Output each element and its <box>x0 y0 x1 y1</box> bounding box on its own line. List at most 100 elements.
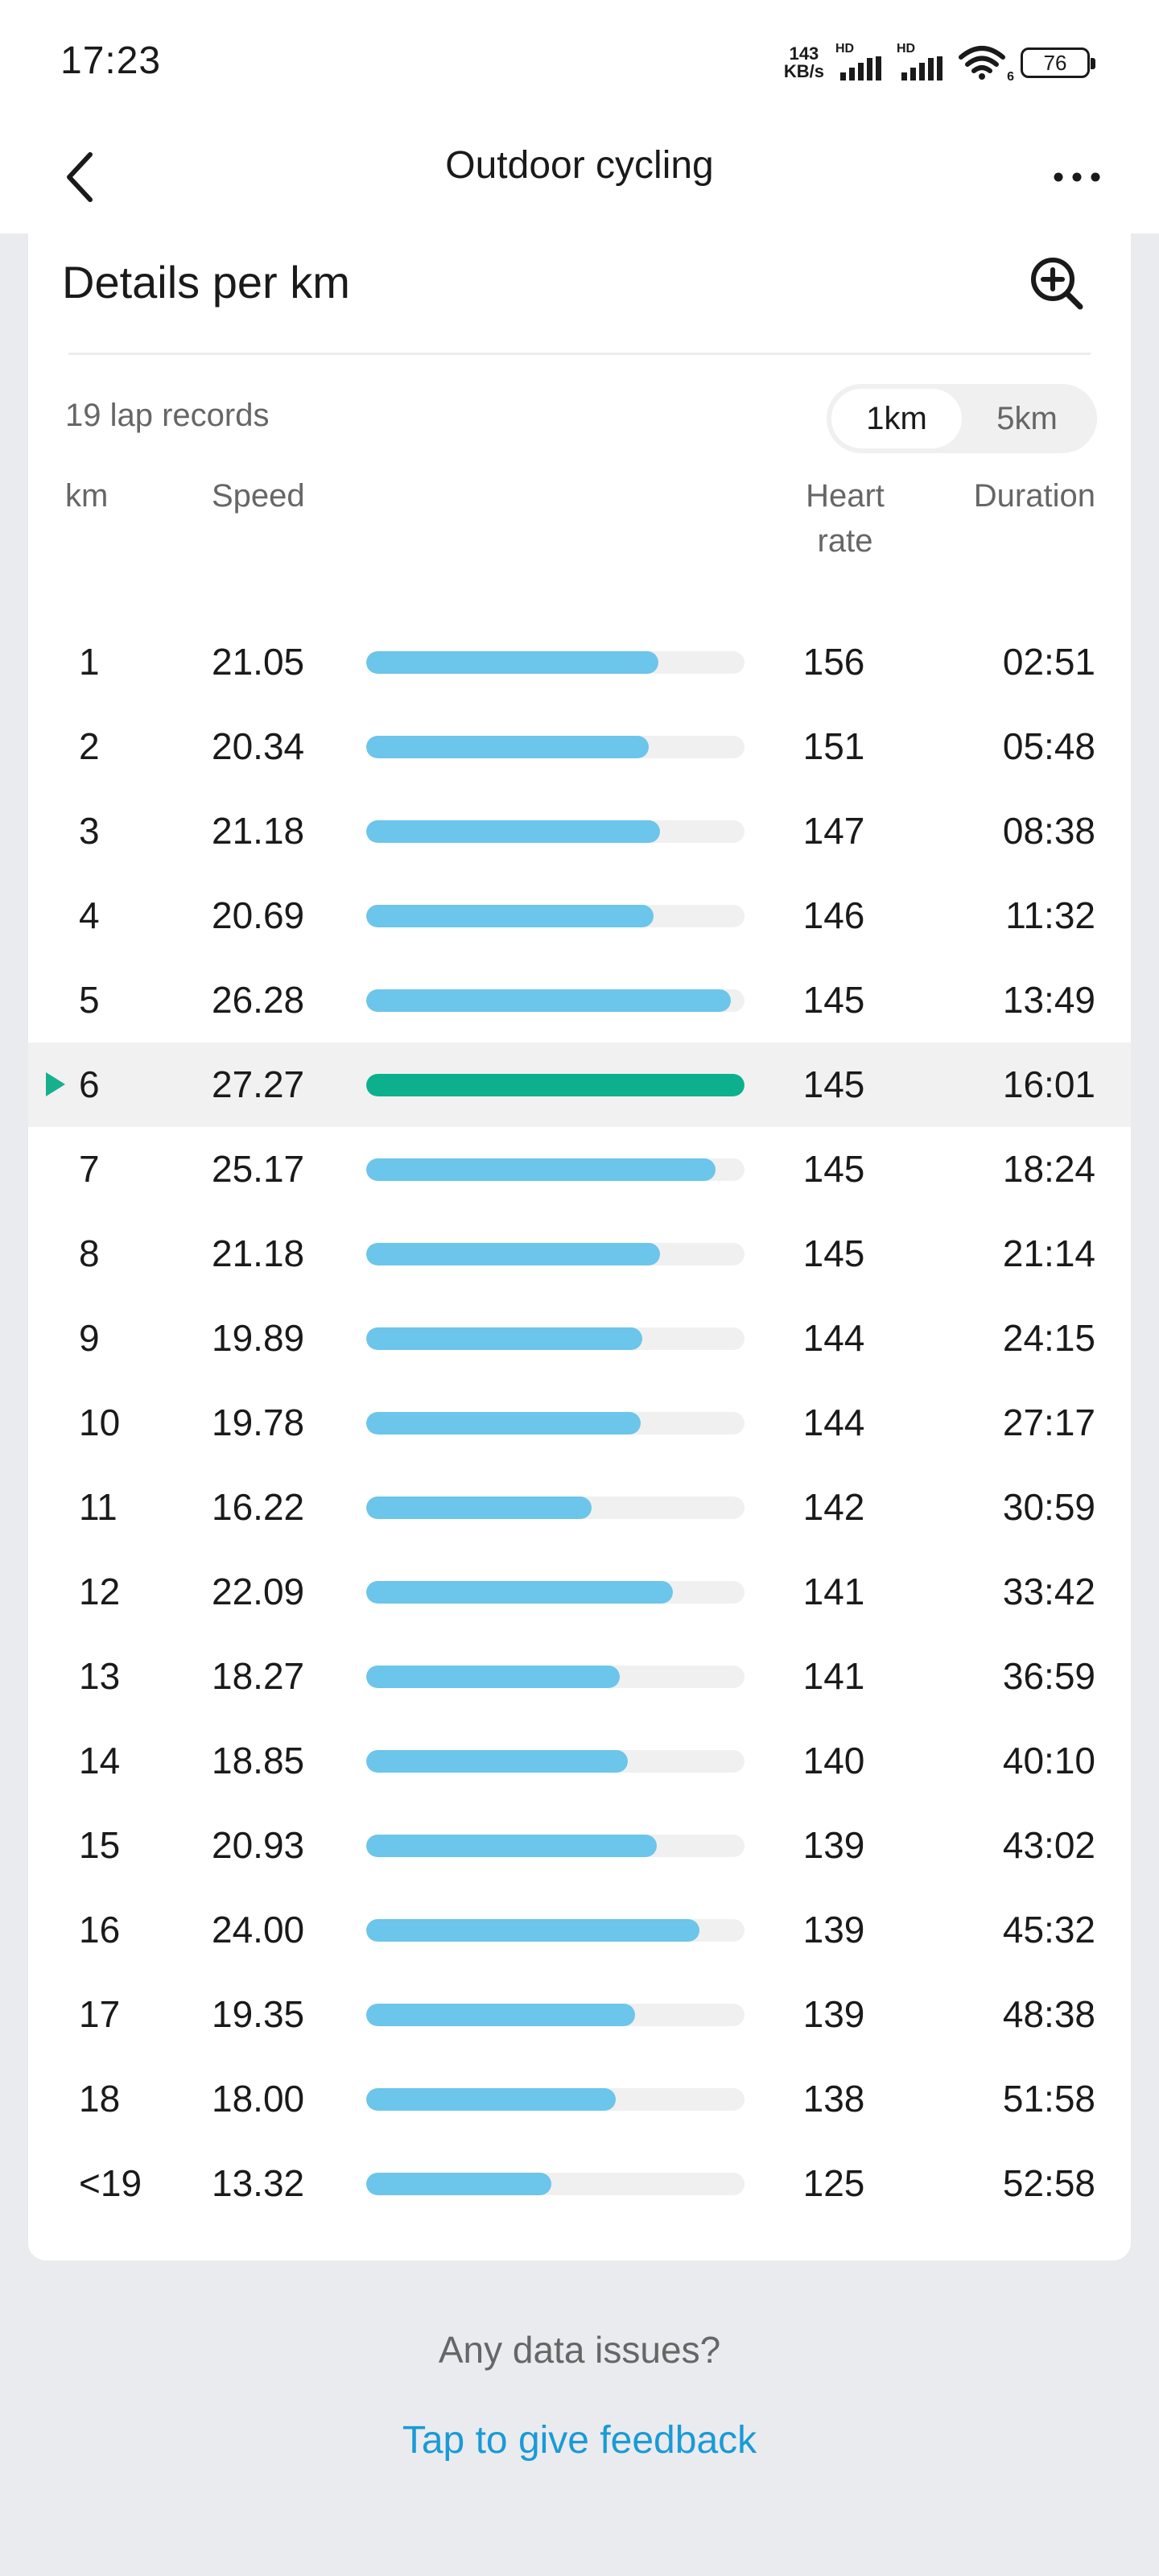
table-row[interactable]: 16 24.00 139 45:32 <box>28 1888 1131 1972</box>
speed-bar-track <box>366 2173 744 2195</box>
header: Outdoor cycling <box>0 121 1159 233</box>
table-row[interactable]: 18 18.00 138 51:58 <box>28 2057 1131 2141</box>
table-row[interactable]: 14 18.85 140 40:10 <box>28 1719 1131 1803</box>
lap-count: 19 lap records <box>65 398 270 433</box>
lap-km: 14 <box>79 1740 121 1781</box>
speed-bar-track <box>366 1835 744 1857</box>
zoom-button[interactable] <box>1025 251 1089 316</box>
lap-heart-rate: 151 <box>802 725 865 767</box>
lap-duration: 05:48 <box>1002 725 1095 767</box>
lap-speed: 20.69 <box>212 894 305 936</box>
feedback-question: Any data issues? <box>438 2329 721 2371</box>
lap-km: 5 <box>79 979 100 1021</box>
speed-bar-track <box>366 989 744 1012</box>
lap-speed: 20.93 <box>212 1824 305 1866</box>
speed-bar <box>366 905 654 927</box>
lap-km: 12 <box>79 1571 121 1612</box>
lap-speed: 25.17 <box>212 1148 305 1190</box>
lap-duration: 16:01 <box>1002 1063 1095 1105</box>
lap-duration: 02:51 <box>1002 641 1095 683</box>
speed-bar <box>366 1496 592 1519</box>
lap-km: 11 <box>79 1486 118 1528</box>
network-speed-unit: KB/s <box>783 61 824 81</box>
speed-bar-track <box>366 1750 744 1773</box>
speed-bar-track <box>366 1158 744 1181</box>
lap-km: 17 <box>79 1993 121 2035</box>
table-row[interactable]: 12 22.09 141 33:42 <box>28 1550 1131 1634</box>
column-header-duration: Duration <box>973 478 1095 514</box>
back-button[interactable] <box>40 137 121 217</box>
table-row[interactable]: 10 19.78 144 27:17 <box>28 1381 1131 1465</box>
table-row[interactable]: 4 20.69 146 11:32 <box>28 873 1131 958</box>
lap-km: 7 <box>79 1148 100 1190</box>
lap-list: 1 21.05 156 02:51 2 20.34 151 05:48 3 21.18 147 08:… <box>28 620 1131 2226</box>
table-row[interactable]: 11 16.22 142 30:59 <box>28 1465 1131 1550</box>
table-row-fastest[interactable]: 6 27.27 145 16:01 <box>28 1042 1131 1127</box>
page-title: Outdoor cycling <box>445 144 714 187</box>
play-marker-icon <box>46 1072 65 1096</box>
lap-speed: 18.85 <box>212 1740 305 1781</box>
lap-duration: 27:17 <box>1002 1402 1095 1443</box>
table-row[interactable]: 5 26.28 145 13:49 <box>28 958 1131 1042</box>
table-row[interactable]: 2 20.34 151 05:48 <box>28 704 1131 789</box>
lap-heart-rate: 146 <box>802 894 865 936</box>
more-button[interactable] <box>1037 137 1117 217</box>
speed-bar <box>366 651 658 674</box>
lap-duration: 18:24 <box>1002 1148 1095 1190</box>
lap-km: 9 <box>79 1317 100 1359</box>
lap-speed: 20.34 <box>212 725 305 767</box>
speed-bar <box>366 1919 699 1942</box>
table-row[interactable]: 9 19.89 144 24:15 <box>28 1296 1131 1381</box>
segment-1km[interactable]: 1km <box>831 389 962 448</box>
lap-speed: 21.05 <box>212 641 305 683</box>
cell-signal-icon: HD <box>835 42 885 80</box>
speed-bar-track <box>366 1074 744 1096</box>
feedback-link[interactable]: Tap to give feedback <box>402 2419 757 2462</box>
lap-speed: 21.18 <box>212 810 305 852</box>
speed-bar-track <box>366 905 744 927</box>
speed-bar <box>366 2173 551 2195</box>
lap-speed: 19.89 <box>212 1317 305 1359</box>
lap-duration: 08:38 <box>1002 810 1095 852</box>
segment-5km[interactable]: 5km <box>996 400 1058 436</box>
lap-duration: 24:15 <box>1002 1317 1095 1359</box>
lap-duration: 51:58 <box>1002 2078 1095 2120</box>
lap-speed: 19.78 <box>212 1402 305 1443</box>
details-card: Details per km 19 lap records 1km 5km km… <box>28 233 1131 2260</box>
lap-heart-rate: 139 <box>802 1824 865 1866</box>
lap-speed: 18.00 <box>212 2078 305 2120</box>
table-row[interactable]: 13 18.27 141 36:59 <box>28 1634 1131 1719</box>
lap-heart-rate: 141 <box>802 1655 865 1697</box>
column-header-heart-rate-line2: rate <box>817 523 873 559</box>
lap-duration: 48:38 <box>1002 1993 1095 2035</box>
wifi-badge: 6 <box>1007 70 1014 84</box>
lap-heart-rate: 139 <box>802 1993 865 2035</box>
more-horizontal-icon <box>1054 172 1100 182</box>
lap-speed: 18.27 <box>212 1655 305 1697</box>
table-row[interactable]: 7 25.17 145 18:24 <box>28 1127 1131 1212</box>
section-title: Details per km <box>62 257 350 308</box>
lap-heart-rate: 142 <box>802 1486 865 1528</box>
signal-hd-label: HD <box>835 42 855 56</box>
table-row[interactable]: 8 21.18 145 21:14 <box>28 1212 1131 1296</box>
speed-bar-track <box>366 1666 744 1688</box>
lap-speed: 24.00 <box>212 1909 305 1951</box>
table-row[interactable]: 3 21.18 147 08:38 <box>28 789 1131 873</box>
table-row[interactable]: 17 19.35 139 48:38 <box>28 1972 1131 2057</box>
lap-heart-rate: 156 <box>802 641 865 683</box>
lap-duration: 40:10 <box>1002 1740 1095 1781</box>
speed-bar <box>366 1835 657 1857</box>
lap-heart-rate: 145 <box>802 1063 865 1105</box>
signal-2-hd-label: HD <box>897 42 916 56</box>
lap-heart-rate: 144 <box>802 1402 865 1443</box>
speed-bar <box>366 736 649 758</box>
lap-heart-rate: 140 <box>802 1740 865 1781</box>
table-row[interactable]: 1 21.05 156 02:51 <box>28 620 1131 704</box>
table-row[interactable]: <19 13.32 125 52:58 <box>28 2141 1131 2226</box>
speed-bar <box>366 1666 620 1688</box>
table-row[interactable]: 15 20.93 139 43:02 <box>28 1803 1131 1888</box>
lap-duration: 52:58 <box>1002 2162 1095 2204</box>
chevron-left-icon <box>67 152 93 202</box>
lap-speed: 21.18 <box>212 1232 305 1274</box>
speed-bar <box>366 989 731 1012</box>
